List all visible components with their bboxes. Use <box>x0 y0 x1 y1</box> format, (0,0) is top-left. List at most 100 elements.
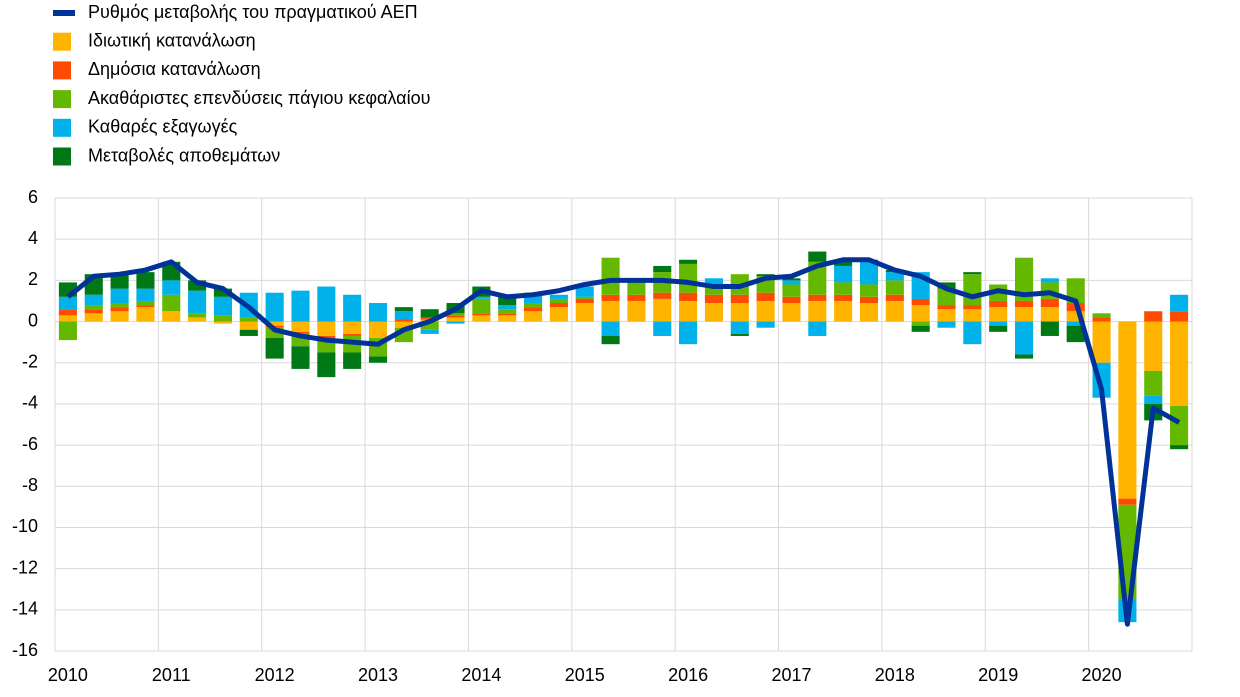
bar-segment <box>58 315 77 322</box>
bar-segment <box>859 284 879 297</box>
bar-segment <box>84 305 103 310</box>
x-tick-label: 2015 <box>565 665 605 685</box>
x-tick-label: 2020 <box>1082 665 1122 685</box>
bar-segment <box>885 300 904 322</box>
bar-segment <box>756 292 775 301</box>
bar-segment <box>265 292 284 322</box>
bar-segment <box>1170 445 1189 450</box>
bar-segment <box>730 333 749 336</box>
bar-segment <box>213 321 233 324</box>
x-tick-label: 2013 <box>358 665 398 685</box>
bar-segment <box>420 321 439 330</box>
bar-segment <box>291 290 310 322</box>
legend-swatch <box>53 10 75 16</box>
y-tick-label: -10 <box>12 516 38 536</box>
bar-segment <box>704 303 723 322</box>
bar-segment <box>213 296 233 316</box>
bar-segment <box>1118 498 1137 505</box>
bar-segment <box>885 294 904 301</box>
bar-segment <box>524 303 543 308</box>
bar-segment <box>834 300 853 322</box>
bar-segment <box>110 303 129 308</box>
bar-segment <box>937 288 956 306</box>
y-tick-label: 0 <box>28 310 38 330</box>
bar-segment <box>420 309 439 318</box>
y-tick-label: -2 <box>22 351 38 371</box>
bar-segment <box>885 272 904 281</box>
y-tick-label: 4 <box>28 228 38 248</box>
legend-label: Ιδιωτική κατανάλωση <box>88 30 256 50</box>
bar-segment <box>58 296 77 310</box>
bar-segment <box>239 321 258 330</box>
legend-swatch <box>53 147 71 166</box>
x-tick-label: 2011 <box>152 665 191 685</box>
bar-segment <box>136 307 155 322</box>
bar-segment <box>162 311 181 322</box>
bar-segment <box>1066 325 1085 343</box>
bar-segment <box>1066 321 1085 326</box>
bar-segment <box>446 317 465 322</box>
bar-segment <box>549 298 568 304</box>
y-tick-label: -4 <box>22 393 38 413</box>
bar-segment <box>188 313 207 318</box>
bar-segment <box>1170 311 1189 322</box>
y-tick-label: 2 <box>28 269 38 289</box>
bar-segment <box>188 290 207 314</box>
bar-segment <box>291 321 310 332</box>
bar-segment <box>84 313 103 322</box>
x-tick-label: 2012 <box>255 665 295 685</box>
legend-swatch <box>53 118 71 137</box>
bar-segment <box>1040 278 1059 283</box>
bar-segment <box>859 261 879 285</box>
bar-segment <box>1170 405 1189 446</box>
bar-segment <box>1014 354 1034 359</box>
bar-segment <box>317 286 336 322</box>
bar-segment <box>498 305 517 310</box>
bar-segment <box>1066 311 1085 322</box>
bar-segment <box>162 280 181 295</box>
bar-segment <box>291 346 310 369</box>
bar-segment <box>343 321 362 334</box>
bar-segment <box>937 321 956 328</box>
x-tick-label: 2019 <box>978 665 1018 685</box>
bar-segment <box>834 259 853 266</box>
bar-segment <box>911 298 930 306</box>
bar-segment <box>420 329 439 334</box>
bar-segment <box>730 294 749 304</box>
bar-segment <box>782 296 801 304</box>
bar-segment <box>265 327 284 339</box>
legend-swatch <box>53 90 71 109</box>
bar-segment <box>679 300 698 322</box>
bar-segment <box>756 300 775 322</box>
bar-segment <box>1014 300 1034 308</box>
legend-label: Ρυθμός μεταβολής του πραγματικού ΑΕΠ <box>88 2 418 22</box>
bar-segment <box>472 298 491 314</box>
bar-segment <box>963 309 982 322</box>
y-tick-label: -8 <box>22 475 38 495</box>
bar-segment <box>1014 307 1034 322</box>
bar-segment <box>601 321 620 336</box>
bar-segment <box>1170 294 1189 312</box>
bar-segment <box>627 294 646 301</box>
bar-segment <box>1040 307 1059 322</box>
bar-segment <box>239 329 258 336</box>
legend-swatch <box>53 32 71 51</box>
bar-segment <box>937 309 956 322</box>
x-tick-label: 2014 <box>461 665 501 685</box>
bar-segment <box>1170 321 1189 406</box>
bar-segment <box>782 303 801 322</box>
bar-segment <box>601 300 620 322</box>
bar-segment <box>911 321 930 326</box>
bar-segment <box>110 288 129 304</box>
bar-segment <box>549 307 568 322</box>
bar-segment <box>317 335 336 339</box>
bar-segment <box>653 292 672 299</box>
bar-segment <box>524 307 543 312</box>
bar-segment <box>498 315 517 322</box>
bar-segment <box>834 294 853 301</box>
bar-segment <box>446 321 465 324</box>
bar-segment <box>653 265 672 273</box>
bar-segment <box>989 321 1008 326</box>
bar-segment <box>136 288 155 301</box>
